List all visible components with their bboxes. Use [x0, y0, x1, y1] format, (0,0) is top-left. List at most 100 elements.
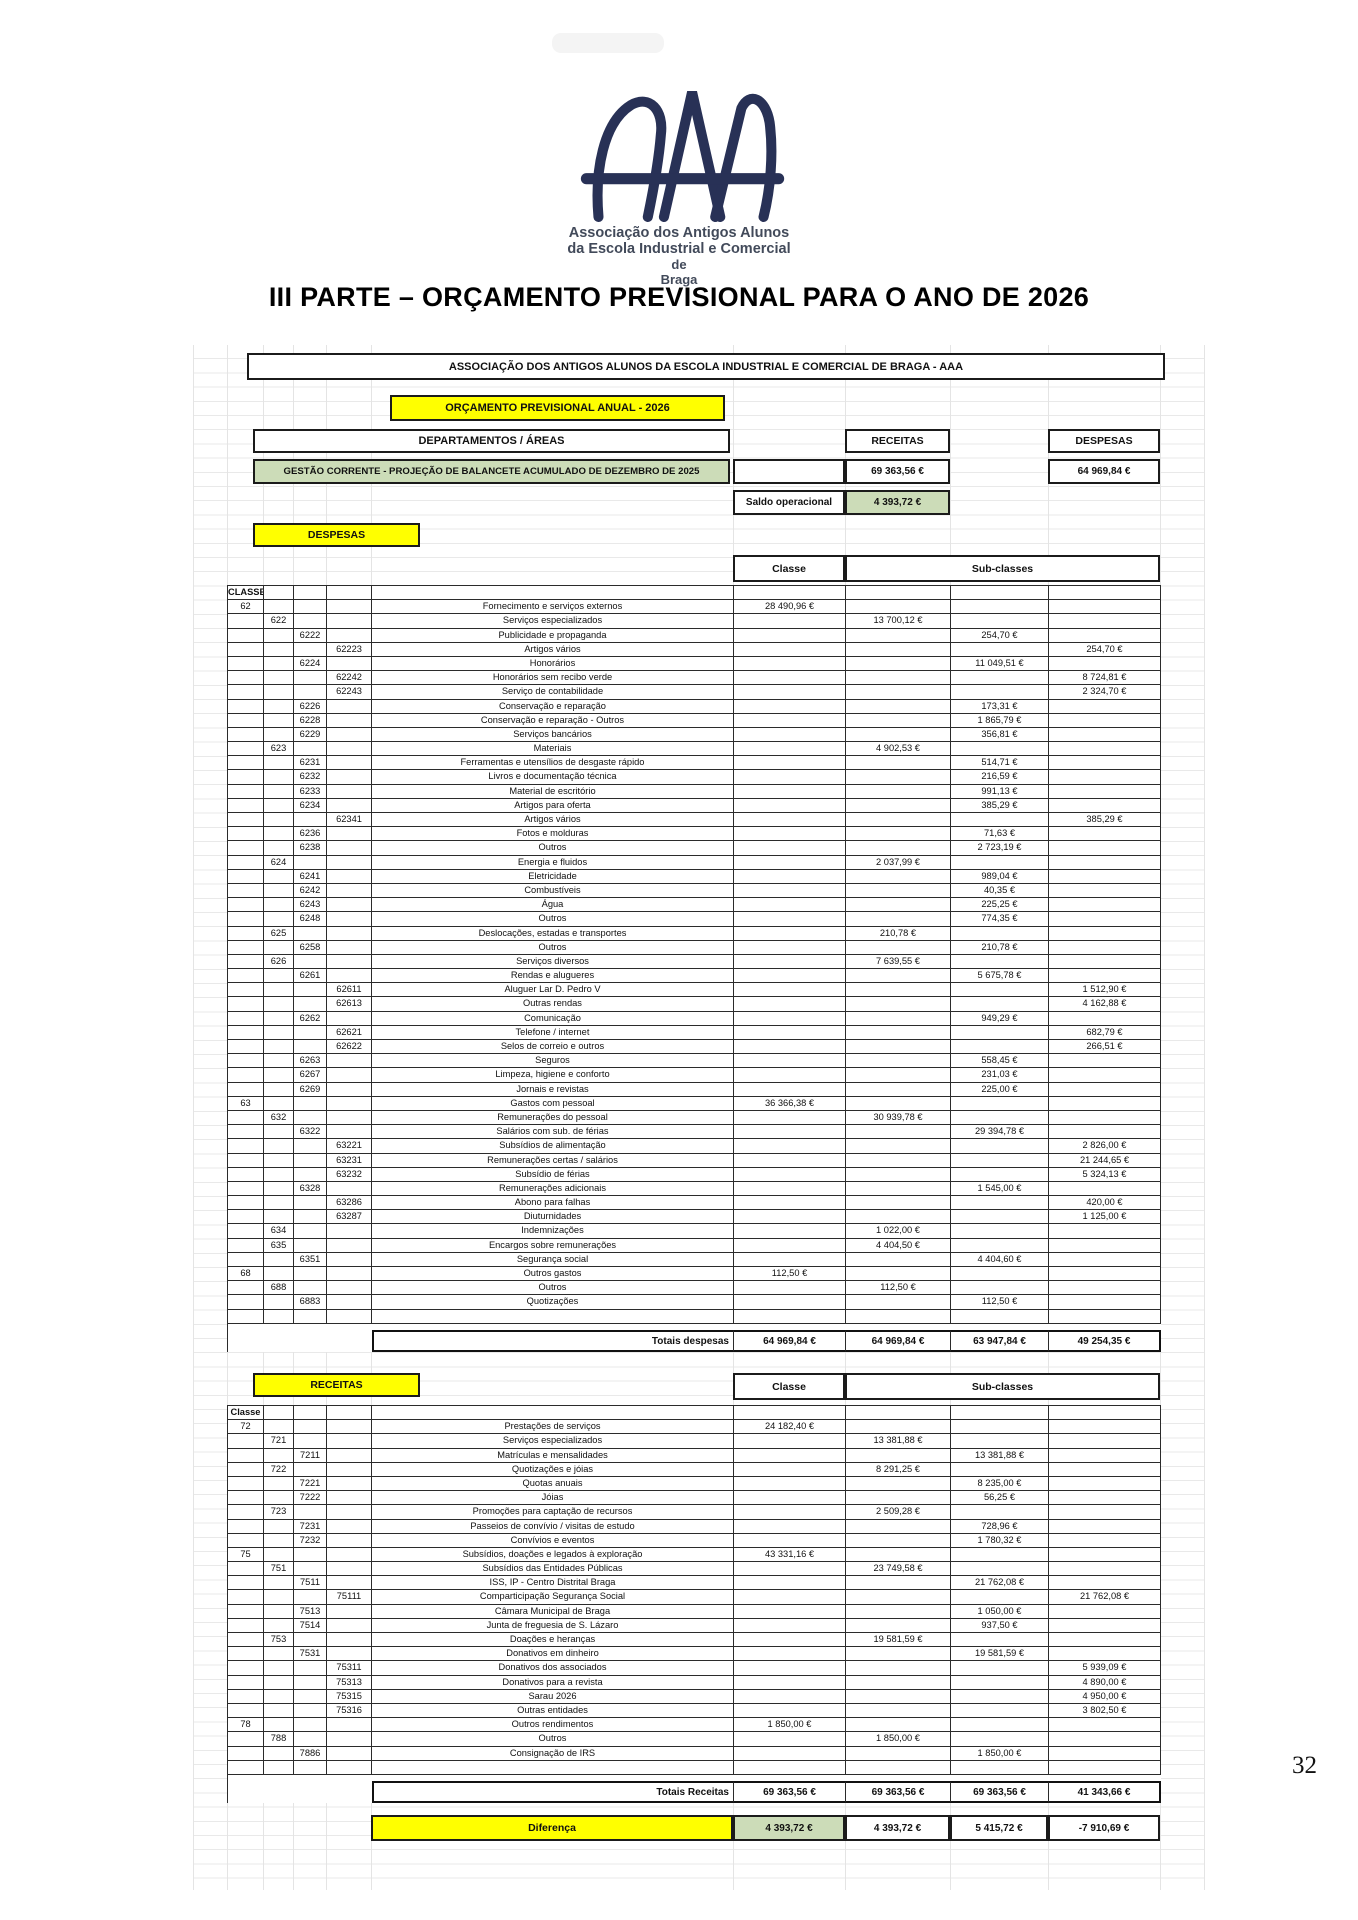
account-description: Artigos vários [372, 642, 734, 657]
budget-row: 75 Subsídios, doações e legados à explora… [228, 1547, 1161, 1563]
code-cell [264, 827, 294, 842]
amount-cell [734, 940, 846, 955]
account-code: 62613 [327, 997, 372, 1012]
amount-cell [846, 1196, 951, 1211]
account-description: Fotos e molduras [372, 827, 734, 842]
amount-cell [951, 954, 1049, 970]
amount-cell [734, 997, 846, 1012]
empty-cell [294, 1406, 327, 1421]
amount-cell [846, 1139, 951, 1154]
ghost-cell [228, 1330, 264, 1352]
amount-cell [846, 1040, 951, 1055]
account-code: 634 [264, 1224, 294, 1239]
budget-row: 626 Serviços diversos 7 639,55 € [228, 954, 1161, 970]
code-cell [327, 1547, 372, 1563]
amount-cell [1049, 1448, 1161, 1463]
account-description: Jóias [372, 1491, 734, 1506]
account-code: 6267 [294, 1068, 327, 1083]
amount-value: 40,35 € [951, 883, 1049, 899]
code-cell [327, 1732, 372, 1747]
budget-row: 6243 Água 225,25 € [228, 898, 1161, 913]
account-description: Combustíveis [372, 883, 734, 899]
aaa-logo-icon [580, 91, 785, 222]
code-cell [228, 1281, 264, 1296]
amount-value: 216,59 € [951, 770, 1049, 785]
code-cell [327, 1576, 372, 1591]
account-description: Selos de correio e outros [372, 1040, 734, 1055]
saldo-operacional-value: 4 393,72 € [845, 490, 950, 515]
saldo-operacional-label: Saldo operacional [733, 490, 845, 515]
empty-cell [264, 1760, 294, 1775]
empty-cell [734, 1309, 846, 1324]
account-description: Encargos sobre remunerações [372, 1238, 734, 1253]
code-cell [294, 1661, 327, 1676]
code-cell [264, 699, 294, 714]
empty-cell [372, 586, 734, 601]
amount-cell [734, 827, 846, 842]
amount-cell [734, 1476, 846, 1492]
empty-cell [951, 1406, 1049, 1421]
code-cell [264, 1153, 294, 1168]
code-cell [327, 614, 372, 629]
amount-cell [1049, 713, 1161, 728]
receitas-column-header: RECEITAS [845, 429, 950, 453]
amount-cell [1049, 1125, 1161, 1140]
account-description: Deslocações, estadas e transportes [372, 926, 734, 941]
amount-value: 774,35 € [951, 912, 1049, 927]
code-cell [264, 727, 294, 743]
amount-value: 30 939,78 € [846, 1110, 951, 1126]
empty-cell [846, 1406, 951, 1421]
amount-value: 5 675,78 € [951, 969, 1049, 984]
code-cell [228, 1476, 264, 1492]
amount-cell [1049, 628, 1161, 643]
budget-row: 75313 Donativos para a revista 4 890,00 € [228, 1675, 1161, 1690]
code-cell [228, 940, 264, 955]
amount-value: 1 850,00 € [951, 1746, 1049, 1761]
budget-row: 6262 Comunicação 949,29 € [228, 1011, 1161, 1026]
amount-cell [846, 1210, 951, 1225]
amount-cell [1049, 1281, 1161, 1296]
code-cell [294, 1167, 327, 1182]
code-cell [228, 1196, 264, 1211]
amount-cell [951, 1718, 1049, 1733]
amount-cell [846, 1295, 951, 1310]
amount-value: 112,50 € [846, 1281, 951, 1296]
account-code: 6236 [294, 827, 327, 842]
code-cell [294, 983, 327, 998]
code-cell [228, 1576, 264, 1591]
code-cell [294, 926, 327, 941]
gestao-despesas-value: 64 969,84 € [1048, 459, 1160, 484]
account-code: 62223 [327, 642, 372, 657]
totals-row: Totais despesas 64 969,84 €64 969,84 €63 … [228, 1329, 1161, 1352]
account-description: Fornecimento e serviços externos [372, 600, 734, 615]
amount-value: 24 182,40 € [734, 1420, 846, 1435]
account-code: 788 [264, 1732, 294, 1747]
amount-cell [734, 1519, 846, 1534]
amount-value: 1 050,00 € [951, 1604, 1049, 1619]
amount-value: 23 749,58 € [846, 1562, 951, 1577]
amount-cell [734, 1295, 846, 1310]
budget-row: 7232 Convívios e eventos 1 780,32 € [228, 1533, 1161, 1548]
code-cell [294, 954, 327, 970]
budget-row: 72 Prestações de serviços 24 182,40 € [228, 1420, 1161, 1435]
budget-row: 63286 Abono para falhas 420,00 € [228, 1196, 1161, 1211]
account-code: 63221 [327, 1139, 372, 1154]
amount-value: 682,79 € [1049, 1025, 1161, 1040]
totals-value: 64 969,84 € [846, 1329, 951, 1352]
amount-cell [846, 1491, 951, 1506]
amount-cell [734, 784, 846, 799]
budget-row: 62622 Selos de correio e outros 266,51 € [228, 1040, 1161, 1055]
budget-row: 63232 Subsídio de férias 5 324,13 € [228, 1167, 1161, 1182]
account-description: Câmara Municipal de Braga [372, 1604, 734, 1619]
budget-row: 68 Outros gastos 112,50 € [228, 1267, 1161, 1282]
amount-value: 210,78 € [951, 940, 1049, 955]
account-description: Abono para falhas [372, 1196, 734, 1211]
amount-cell [846, 1703, 951, 1719]
code-cell [327, 1562, 372, 1577]
account-code: 751 [264, 1562, 294, 1577]
code-cell [228, 742, 264, 757]
amount-cell [951, 1267, 1049, 1282]
account-description: Honorários sem recibo verde [372, 671, 734, 686]
code-cell [228, 699, 264, 714]
amount-cell [734, 1491, 846, 1506]
